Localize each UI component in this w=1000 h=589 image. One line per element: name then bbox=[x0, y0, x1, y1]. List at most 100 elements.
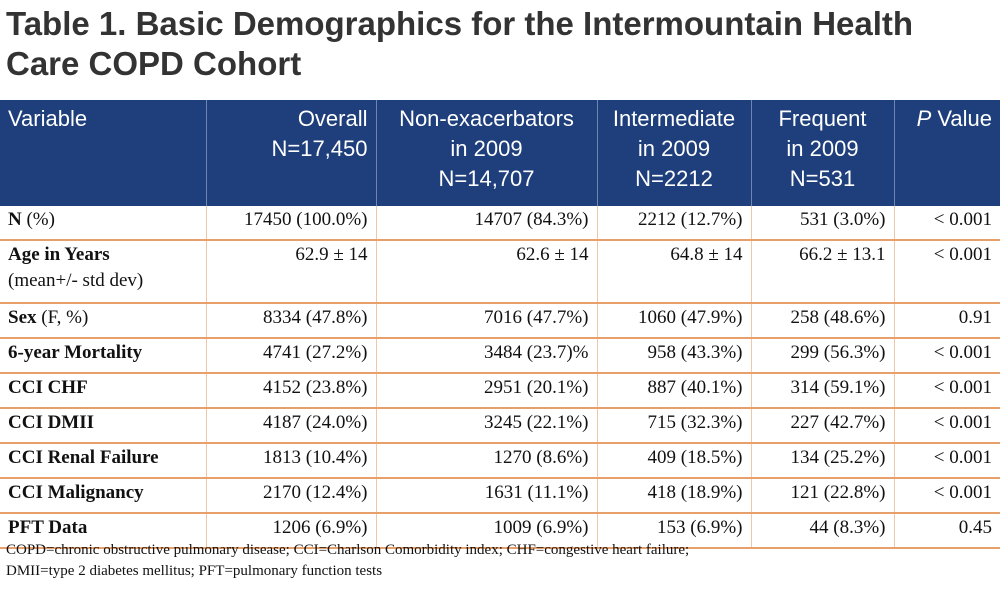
header-intermediate-line2: in 2009 bbox=[637, 136, 711, 161]
cell-intermediate: 1060 (47.9%) bbox=[596, 303, 751, 339]
cell-p-value: 0.45 bbox=[893, 513, 1000, 549]
row-label-bold: Age in Years bbox=[8, 244, 110, 265]
table-row: Age in Years (mean+/- std dev) 62.9 ± 14 … bbox=[0, 240, 1000, 304]
cell-frequent: 134 (25.2%) bbox=[750, 443, 894, 479]
row-label: CCI Malignancy bbox=[0, 478, 206, 514]
row-label-bold: PFT Data bbox=[8, 517, 88, 538]
cell-intermediate: 887 (40.1%) bbox=[596, 373, 751, 409]
cell-p-value: < 0.001 bbox=[893, 240, 1000, 304]
table-footnote: COPD=chronic obstructive pulmonary disea… bbox=[6, 540, 996, 582]
header-row: Variable Overall N=17,450 Non-exacerbato… bbox=[0, 100, 1000, 206]
table-row: PFT Data 1206 (6.9%) 1009 (6.9%) 153 (6.… bbox=[0, 513, 1000, 549]
cell-p-value: < 0.001 bbox=[893, 478, 1000, 514]
cell-p-value: < 0.001 bbox=[893, 206, 1000, 241]
row-label: CCI DMII bbox=[0, 408, 206, 444]
row-label-bold: N bbox=[8, 209, 22, 230]
cell-p-value: < 0.001 bbox=[893, 373, 1000, 409]
table-row: Sex (F, %) 8334 (47.8%) 7016 (47.7%) 106… bbox=[0, 303, 1000, 339]
cell-overall: 2170 (12.4%) bbox=[205, 478, 376, 514]
header-intermediate-line1: Intermediate bbox=[612, 106, 736, 131]
table-row: CCI CHF 4152 (23.8%) 2951 (20.1%) 887 (4… bbox=[0, 373, 1000, 409]
cell-non-exacerbators: 7016 (47.7%) bbox=[375, 303, 597, 339]
header-overall-line1: Overall bbox=[297, 106, 368, 131]
row-label-bold: CCI Renal Failure bbox=[8, 447, 159, 468]
cell-intermediate: 2212 (12.7%) bbox=[596, 206, 751, 241]
header-p-value-rest: Value bbox=[931, 106, 992, 131]
table-row: N (%) 17450 (100.0%) 14707 (84.3%) 2212 … bbox=[0, 206, 1000, 241]
header-frequent-line1: Frequent bbox=[778, 106, 867, 131]
cell-frequent: 44 (8.3%) bbox=[750, 513, 894, 549]
header-frequent-line3: N=531 bbox=[789, 166, 856, 191]
header-intermediate-line3: N=2212 bbox=[635, 166, 713, 191]
cell-p-value: < 0.001 bbox=[893, 408, 1000, 444]
cell-overall: 4187 (24.0%) bbox=[205, 408, 376, 444]
demographics-table: Variable Overall N=17,450 Non-exacerbato… bbox=[0, 100, 1000, 549]
row-label: N (%) bbox=[0, 206, 206, 241]
cell-intermediate: 409 (18.5%) bbox=[596, 443, 751, 479]
row-label-bold: CCI Malignancy bbox=[8, 482, 144, 503]
row-label-rest: (%) bbox=[21, 209, 55, 230]
table-row: 6-year Mortality 4741 (27.2%) 3484 (23.7… bbox=[0, 338, 1000, 374]
cell-non-exacerbators: 14707 (84.3%) bbox=[375, 206, 597, 241]
table-row: CCI DMII 4187 (24.0%) 3245 (22.1%) 715 (… bbox=[0, 408, 1000, 444]
header-variable-label: Variable bbox=[8, 106, 88, 131]
cell-non-exacerbators: 1631 (11.1%) bbox=[375, 478, 597, 514]
cell-overall: 1206 (6.9%) bbox=[205, 513, 376, 549]
table-title: Table 1. Basic Demographics for the Inte… bbox=[6, 5, 914, 82]
row-label: Age in Years (mean+/- std dev) bbox=[0, 240, 206, 304]
row-label: Sex (F, %) bbox=[0, 303, 206, 339]
cell-non-exacerbators: 3245 (22.1%) bbox=[375, 408, 597, 444]
cell-overall: 4741 (27.2%) bbox=[205, 338, 376, 374]
cell-non-exacerbators: 62.6 ± 14 bbox=[375, 240, 597, 304]
header-overall: Overall N=17,450 bbox=[205, 100, 376, 206]
header-non-exacerbators: Non-exacerbators in 2009 N=14,707 bbox=[375, 100, 597, 206]
cell-frequent: 121 (22.8%) bbox=[750, 478, 894, 514]
header-variable: Variable bbox=[0, 100, 206, 206]
cell-intermediate: 418 (18.9%) bbox=[596, 478, 751, 514]
cell-non-exacerbators: 3484 (23.7)% bbox=[375, 338, 597, 374]
cell-overall: 4152 (23.8%) bbox=[205, 373, 376, 409]
row-label-bold: 6-year Mortality bbox=[8, 342, 143, 363]
header-p-value: P Value bbox=[893, 100, 1000, 206]
cell-overall: 62.9 ± 14 bbox=[205, 240, 376, 304]
header-frequent-line2: in 2009 bbox=[786, 136, 859, 161]
header-non-exacerbators-line1: Non-exacerbators bbox=[399, 106, 574, 131]
header-p-value-label: P Value bbox=[903, 104, 992, 134]
row-label-bold: CCI DMII bbox=[8, 412, 95, 433]
cell-intermediate: 715 (32.3%) bbox=[596, 408, 751, 444]
cell-p-value: < 0.001 bbox=[893, 443, 1000, 479]
cell-intermediate: 64.8 ± 14 bbox=[596, 240, 751, 304]
cell-frequent: 258 (48.6%) bbox=[750, 303, 894, 339]
cell-non-exacerbators: 1009 (6.9%) bbox=[375, 513, 597, 549]
row-label: CCI Renal Failure bbox=[0, 443, 206, 479]
header-overall-line2: N=17,450 bbox=[271, 136, 368, 161]
cell-intermediate: 153 (6.9%) bbox=[596, 513, 751, 549]
cell-frequent: 66.2 ± 13.1 bbox=[750, 240, 894, 304]
cell-p-value: 0.91 bbox=[893, 303, 1000, 339]
header-frequent: Frequent in 2009 N=531 bbox=[750, 100, 894, 206]
row-label: CCI CHF bbox=[0, 373, 206, 409]
cell-frequent: 314 (59.1%) bbox=[750, 373, 894, 409]
header-intermediate: Intermediate in 2009 N=2212 bbox=[596, 100, 751, 206]
cell-frequent: 299 (56.3%) bbox=[750, 338, 894, 374]
cell-overall: 17450 (100.0%) bbox=[205, 206, 376, 241]
header-p-value-italic: P bbox=[916, 106, 932, 131]
row-label-bold: CCI CHF bbox=[8, 377, 88, 398]
footnote-line-1: COPD=chronic obstructive pulmonary disea… bbox=[6, 542, 690, 558]
header-non-exacerbators-line3: N=14,707 bbox=[438, 166, 535, 191]
table-row: CCI Malignancy 2170 (12.4%) 1631 (11.1%)… bbox=[0, 478, 1000, 514]
row-label: 6-year Mortality bbox=[0, 338, 206, 374]
cell-overall: 8334 (47.8%) bbox=[205, 303, 376, 339]
cell-frequent: 227 (42.7%) bbox=[750, 408, 894, 444]
cell-overall: 1813 (10.4%) bbox=[205, 443, 376, 479]
row-label-bold: Sex bbox=[8, 307, 37, 328]
cell-p-value: < 0.001 bbox=[893, 338, 1000, 374]
row-label: PFT Data bbox=[0, 513, 206, 549]
cell-intermediate: 958 (43.3%) bbox=[596, 338, 751, 374]
row-label-sub: (mean+/- std dev) bbox=[8, 270, 144, 291]
table-row: CCI Renal Failure 1813 (10.4%) 1270 (8.6… bbox=[0, 443, 1000, 479]
cell-non-exacerbators: 1270 (8.6%) bbox=[375, 443, 597, 479]
cell-frequent: 531 (3.0%) bbox=[750, 206, 894, 241]
footnote-line-2: DMII=type 2 diabetes mellitus; PFT=pulmo… bbox=[6, 563, 383, 579]
cell-non-exacerbators: 2951 (20.1%) bbox=[375, 373, 597, 409]
